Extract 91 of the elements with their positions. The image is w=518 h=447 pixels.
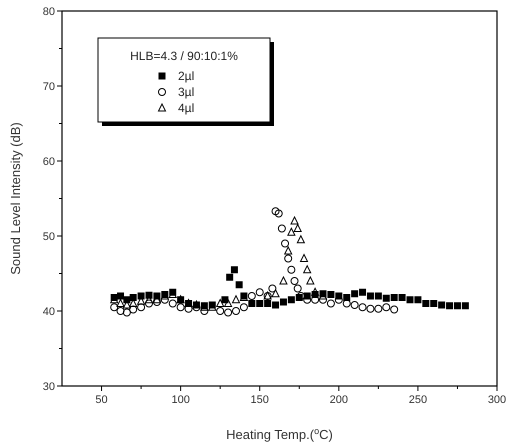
point [216, 307, 224, 315]
point [422, 300, 430, 307]
point [168, 300, 177, 308]
point [279, 276, 288, 284]
point [306, 276, 314, 284]
point [216, 299, 224, 307]
point [303, 265, 312, 274]
point [226, 274, 234, 281]
point [122, 308, 131, 316]
point [272, 302, 280, 308]
point [281, 240, 290, 248]
point [137, 303, 146, 312]
point [268, 284, 276, 292]
point [351, 290, 358, 298]
point [256, 288, 264, 296]
point [284, 254, 292, 262]
point [430, 300, 438, 307]
point [438, 302, 446, 308]
point [382, 303, 390, 312]
x-tick-label: 150 [250, 394, 269, 406]
point [454, 302, 461, 310]
point [248, 292, 256, 300]
x-tick-label: 200 [330, 394, 348, 406]
point [138, 292, 145, 300]
point [374, 292, 382, 300]
y-axis-title: Sound Level Intensity (dB) [8, 122, 23, 275]
point [366, 292, 374, 300]
point [398, 294, 406, 301]
x-axis-title: Heating Temp.($^{o}$C) [226, 426, 333, 442]
point [350, 301, 359, 309]
point [224, 308, 232, 316]
point [288, 296, 295, 304]
x-tick-label: 250 [408, 394, 428, 406]
y-tick-label: 50 [42, 231, 55, 243]
x-tick-label: 300 [488, 394, 506, 406]
point [236, 281, 243, 288]
point [296, 235, 305, 244]
point [414, 296, 422, 304]
point [327, 291, 334, 298]
point [230, 266, 238, 274]
legend-label: 4µl [178, 101, 194, 115]
point [224, 299, 232, 307]
point [326, 300, 335, 308]
x-tick-label: 50 [95, 394, 108, 406]
point [232, 295, 240, 304]
point [272, 207, 280, 216]
point [287, 266, 296, 274]
point [248, 300, 256, 307]
point [366, 304, 374, 313]
point [110, 303, 118, 312]
y-tick-label: 30 [42, 381, 55, 393]
point [129, 306, 138, 314]
point [294, 284, 302, 292]
point [284, 246, 292, 254]
point [240, 303, 248, 312]
point [145, 300, 153, 308]
point [232, 307, 240, 315]
point [390, 294, 398, 301]
point [374, 304, 382, 313]
point [264, 300, 272, 307]
point [311, 288, 320, 296]
point [116, 299, 125, 307]
point [278, 224, 286, 232]
legend-label: 2µl [178, 69, 194, 83]
point [117, 292, 124, 300]
point [287, 228, 296, 236]
point [280, 298, 287, 306]
legend-title: HLB=4.3 / 90:10:1% [130, 49, 238, 63]
point [294, 224, 302, 232]
point [176, 303, 185, 312]
y-tick-label: 60 [42, 156, 55, 168]
x-tick-label: 100 [171, 394, 190, 406]
point [300, 254, 308, 262]
point [272, 289, 280, 298]
point [462, 302, 469, 310]
point [290, 277, 299, 285]
point [446, 302, 454, 310]
point [358, 303, 367, 312]
legend-label: 3µl [178, 85, 194, 99]
point [359, 288, 366, 296]
y-tick-label: 40 [42, 306, 55, 318]
point [130, 294, 137, 301]
point [274, 210, 283, 218]
point [116, 307, 125, 315]
point [390, 306, 398, 314]
y-tick-label: 70 [42, 81, 55, 93]
point [406, 296, 414, 304]
point [382, 294, 390, 302]
point [290, 216, 299, 224]
point [256, 300, 264, 307]
y-tick-label: 80 [42, 6, 55, 18]
